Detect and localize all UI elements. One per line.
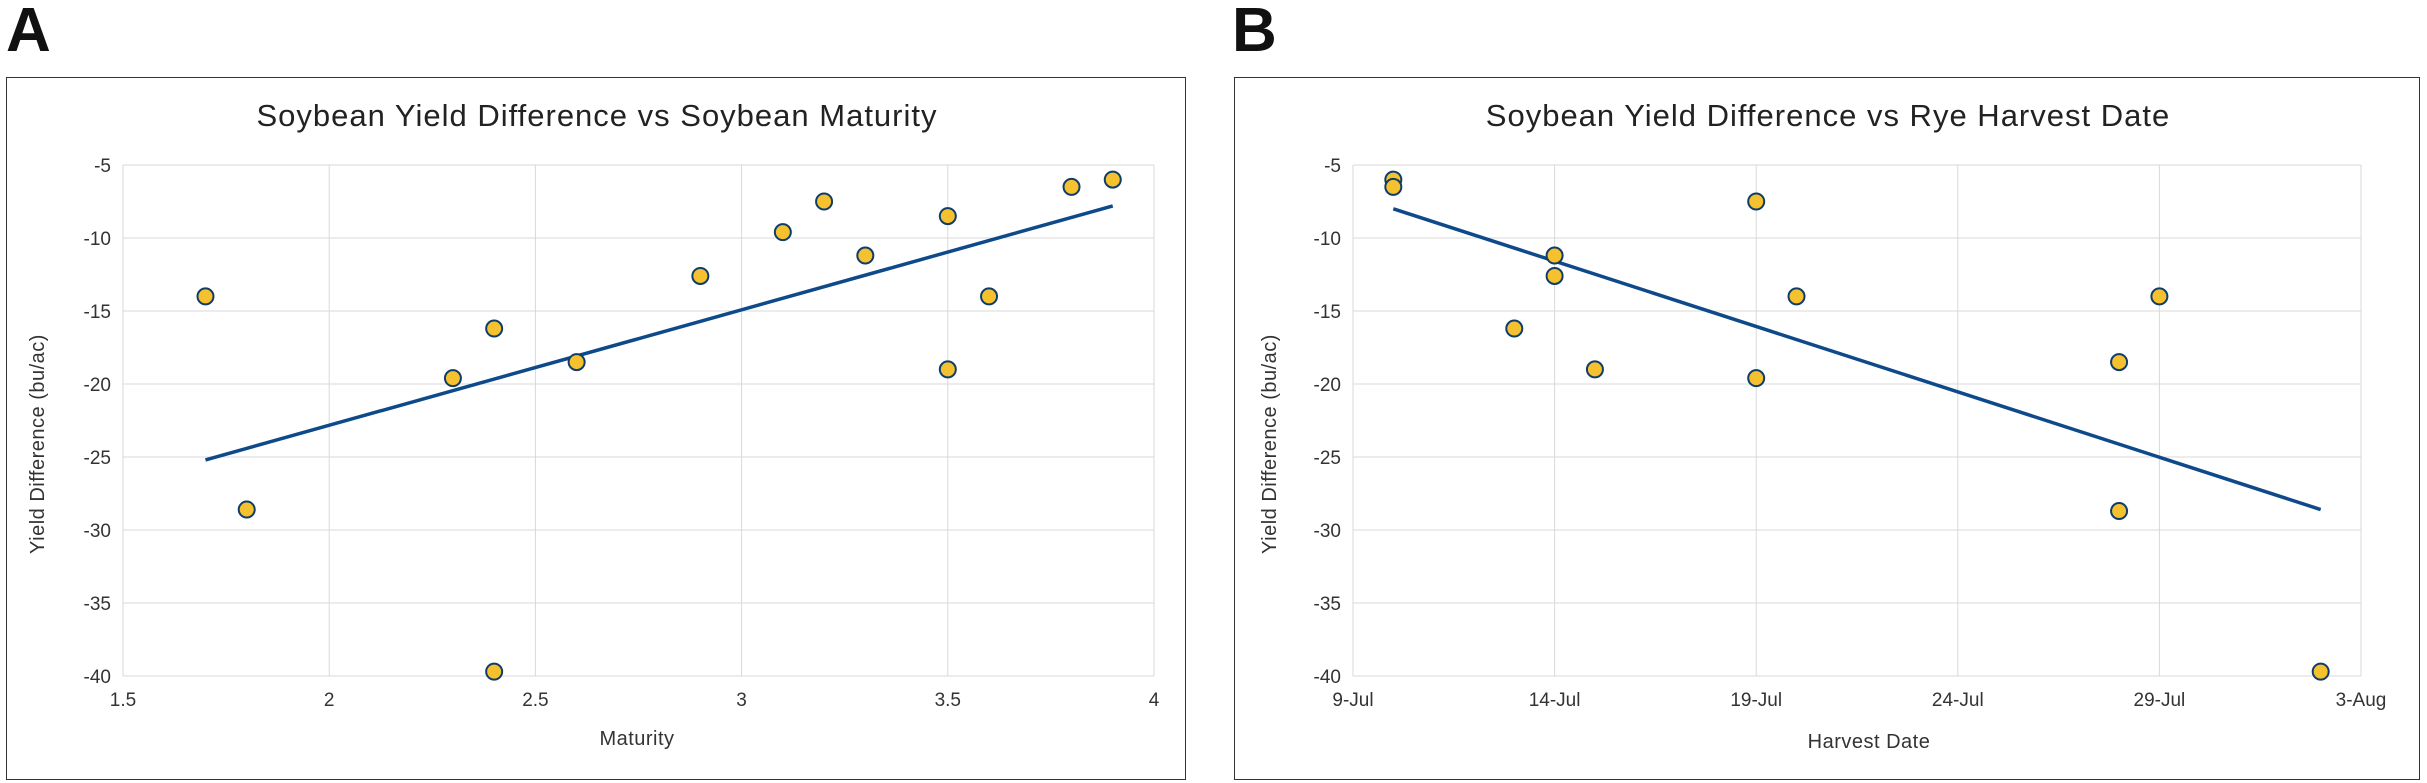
data-point (938, 360, 957, 379)
y-tick-label: -25 (1314, 448, 1341, 469)
y-tick-label: -40 (1314, 667, 1341, 688)
data-point (196, 287, 215, 306)
y-tick-label: -35 (84, 594, 111, 615)
data-point (1747, 192, 1766, 211)
y-tick-label: -15 (84, 302, 111, 323)
y-axis-label: Yield Difference (bu/ac) (1259, 334, 1281, 554)
x-tick-label: 4 (1149, 690, 1160, 711)
y-tick-label: -10 (84, 229, 111, 250)
x-axis-label: Maturity (599, 728, 674, 750)
trendline (1392, 207, 2322, 512)
y-tick-label: -30 (84, 521, 111, 542)
x-tick-label: 9-Jul (1332, 690, 1373, 711)
data-point (567, 353, 586, 372)
panel-label-a: A (6, 0, 51, 65)
x-tick-label: 29-Jul (2134, 690, 2186, 711)
y-tick-label: -15 (1314, 302, 1341, 323)
x-tick-label: 2.5 (522, 690, 548, 711)
data-point (2311, 662, 2330, 681)
data-point (2110, 502, 2129, 521)
x-tick-label: 19-Jul (1730, 690, 1782, 711)
data-point (815, 192, 834, 211)
chart-title: Soybean Yield Difference vs Soybean Matu… (256, 98, 937, 133)
data-point (1787, 287, 1806, 306)
panel-label-b: B (1232, 0, 1277, 65)
data-point (1062, 177, 1081, 196)
y-tick-label: -20 (1314, 375, 1341, 396)
y-tick-label: -35 (1314, 594, 1341, 615)
x-tick-label: 3-Aug (2336, 690, 2387, 711)
x-axis-label: Harvest Date (1808, 731, 1931, 753)
data-point (980, 287, 999, 306)
data-point (2150, 287, 2169, 306)
chart-maturity: Soybean Yield Difference vs Soybean Matu… (6, 77, 1186, 780)
data-point (237, 500, 256, 519)
chart-maturity-svg: Soybean Yield Difference vs Soybean Matu… (27, 98, 1160, 750)
chart-harvest-date-svg: Soybean Yield Difference vs Rye Harvest … (1259, 98, 2387, 753)
data-point (1747, 369, 1766, 388)
x-tick-label: 3 (736, 690, 747, 711)
data-point (2110, 353, 2129, 372)
y-axis-label: Yield Difference (bu/ac) (27, 334, 49, 554)
y-tick-label: -20 (84, 375, 111, 396)
trendline (205, 204, 1114, 462)
y-tick-label: -25 (84, 448, 111, 469)
x-tick-label: 1.5 (110, 690, 136, 711)
y-tick-label: -10 (1314, 229, 1341, 250)
chart-title: Soybean Yield Difference vs Rye Harvest … (1486, 98, 2170, 133)
data-point (1585, 360, 1604, 379)
chart-harvest-date: Soybean Yield Difference vs Rye Harvest … (1234, 77, 2420, 780)
data-point (691, 266, 710, 285)
data-point (1545, 246, 1564, 265)
data-point (856, 246, 875, 265)
x-tick-label: 2 (324, 690, 335, 711)
data-point (1384, 177, 1403, 196)
data-point (1545, 266, 1564, 285)
data-point (443, 369, 462, 388)
data-point (773, 223, 792, 242)
data-point (938, 207, 957, 226)
data-point (485, 319, 504, 338)
x-tick-label: 3.5 (935, 690, 961, 711)
data-point (485, 662, 504, 681)
x-tick-label: 24-Jul (1932, 690, 1984, 711)
y-tick-label: -5 (94, 156, 111, 177)
x-tick-label: 14-Jul (1529, 690, 1581, 711)
data-point (1505, 319, 1524, 338)
y-tick-label: -40 (84, 667, 111, 688)
data-point (1103, 170, 1122, 189)
y-tick-label: -30 (1314, 521, 1341, 542)
y-tick-label: -5 (1324, 156, 1341, 177)
